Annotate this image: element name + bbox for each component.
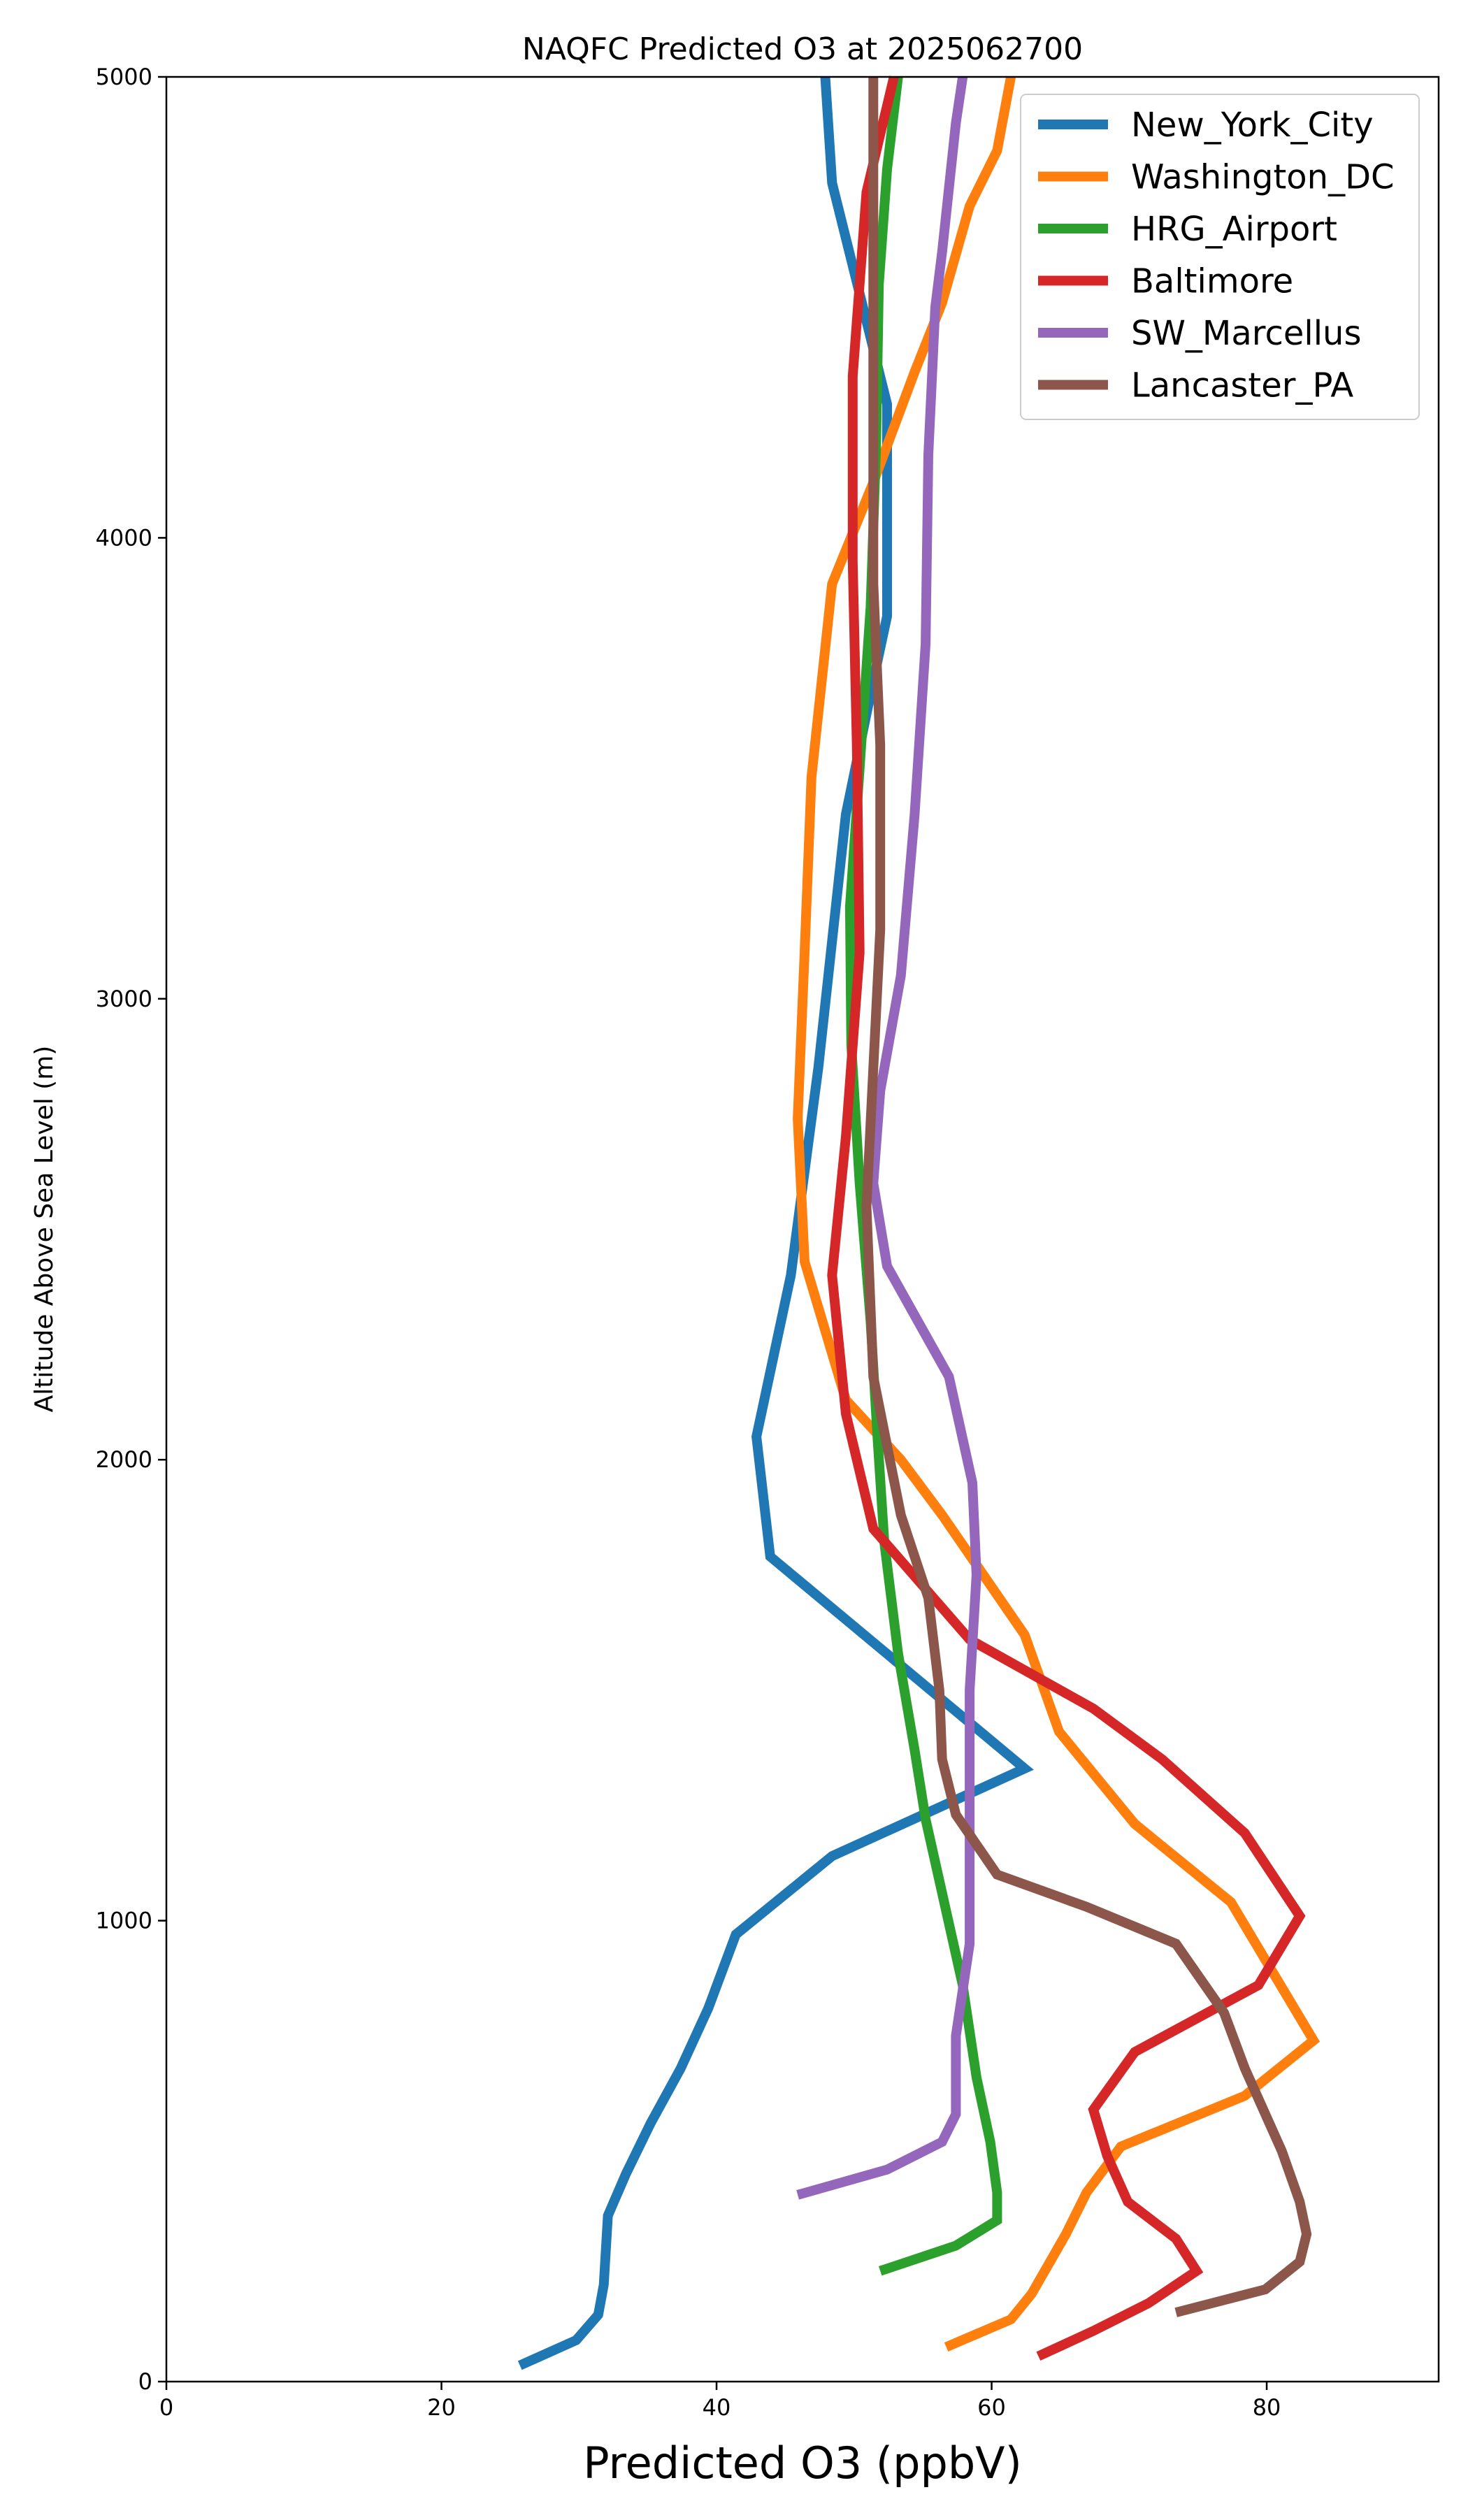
legend: New_York_City Washington_DC HRG_Airport Bal… xyxy=(1020,94,1420,420)
x-tick-label: 40 xyxy=(703,2394,731,2421)
series-line-baltimore xyxy=(827,75,1306,2361)
y-tick-label: 5000 xyxy=(96,64,152,90)
series-line-sw-marcellus xyxy=(796,75,981,2200)
y-tick-label: 1000 xyxy=(96,1908,152,1934)
x-tick-label: 20 xyxy=(427,2394,456,2421)
chart-title: NAQFC Predicted O3 at 2025062700 xyxy=(522,31,1083,67)
legend-label-washington-dc: Washington_DC xyxy=(1131,158,1395,197)
y-tick-label: 4000 xyxy=(96,524,152,551)
x-tick-label: 60 xyxy=(977,2394,1006,2421)
x-axis-ticks: 0 20 40 60 80 xyxy=(159,2382,1281,2421)
y-axis-ticks: 0 1000 2000 3000 4000 5000 xyxy=(96,64,166,2395)
series-line-lancaster-pa xyxy=(861,77,1312,2317)
axes-frame xyxy=(165,75,1440,2383)
legend-label-sw-marcellus: SW_Marcellus xyxy=(1131,314,1361,353)
legend-box xyxy=(1020,94,1420,420)
series-line-washington-dc xyxy=(793,75,1321,2352)
legend-label-hrg-airport: HRG_Airport xyxy=(1131,210,1337,249)
y-tick-label: 3000 xyxy=(96,986,152,1012)
plot-lines xyxy=(517,75,1321,2370)
legend-label-new-york-city: New_York_City xyxy=(1131,106,1374,145)
y-tick-label: 2000 xyxy=(96,1446,152,1473)
x-tick-label: 0 xyxy=(159,2394,173,2421)
x-axis-label: Predicted O3 (ppbV) xyxy=(583,2438,1022,2489)
legend-label-lancaster-pa: Lancaster_PA xyxy=(1131,366,1353,405)
y-tick-label: 0 xyxy=(138,2368,152,2395)
legend-label-baltimore: Baltimore xyxy=(1131,262,1293,301)
x-tick-label: 80 xyxy=(1253,2394,1281,2421)
y-axis-label: Altitude Above Sea Level (m) xyxy=(30,1046,59,1413)
series-line-new-york-city xyxy=(517,76,1034,2370)
